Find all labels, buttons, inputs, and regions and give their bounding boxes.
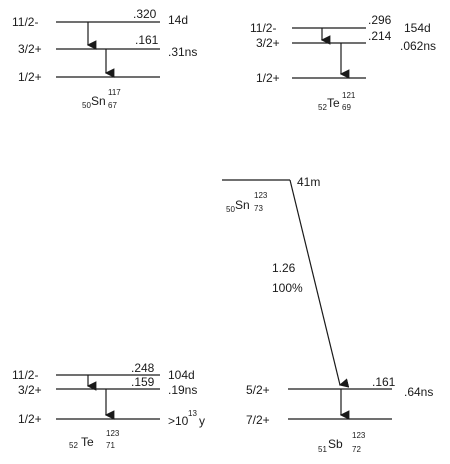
te123-spin-label: 1/2+ [18, 412, 42, 426]
svg-text:>10: >10 [168, 414, 189, 428]
svg-text:13: 13 [188, 409, 197, 418]
sn123-sb123-scheme: 41m 50 Sn 123 73 1.26 100% 5/2+ 7/2+ .16… [222, 175, 433, 454]
sn123-nuclide-label: 50 Sn 123 73 [226, 191, 268, 214]
svg-text:121: 121 [342, 91, 356, 100]
te123-ground-halflife-label: >10 13 y [168, 409, 205, 428]
te121-halflife-label: 154d [404, 21, 431, 35]
te123-halflife-label: .19ns [168, 383, 197, 397]
beta-branch-label: 100% [272, 281, 303, 295]
svg-text:50: 50 [226, 205, 235, 214]
sn117-spin-label: 3/2+ [18, 42, 42, 56]
te123-spin-label: 3/2+ [18, 383, 42, 397]
te121-energy-label: .214 [368, 29, 392, 43]
te121-nuclide-label: 52 Te 121 69 [318, 91, 356, 112]
sb123-energy-label: .161 [372, 375, 396, 389]
te121-spin-label: 11/2- [250, 21, 276, 35]
sn117-halflife-label: 14d [168, 13, 188, 27]
svg-text:50: 50 [82, 101, 91, 110]
svg-text:51: 51 [318, 445, 327, 454]
sn117-energy-label: .161 [135, 33, 159, 47]
svg-text:Te: Te [327, 96, 340, 110]
sn117-nuclide-label: 50 Sn 117 67 [82, 88, 121, 110]
te121-spin-label: 3/2+ [256, 36, 280, 50]
te121-energy-label: .296 [368, 13, 392, 27]
te123-halflife-label: 104d [168, 368, 195, 382]
sn117-halflife-label: .31ns [168, 45, 197, 59]
sn117-spin-label: 11/2- [12, 15, 38, 29]
beta-decay-arrow [289, 179, 350, 388]
te123-nuclide-label: 52 Te 123 71 [69, 429, 120, 450]
svg-text:Te: Te [81, 435, 94, 449]
te121-halflife-label: .062ns [400, 39, 436, 53]
te123-energy-label: .248 [131, 361, 155, 375]
svg-text:71: 71 [106, 441, 115, 450]
svg-text:123: 123 [106, 429, 120, 438]
svg-text:52: 52 [69, 441, 78, 450]
sb123-spin-label: 7/2+ [246, 413, 270, 427]
svg-text:67: 67 [108, 101, 117, 110]
svg-text:Sn: Sn [91, 94, 106, 108]
sn117-energy-label: .320 [133, 7, 157, 21]
sn117-scheme: 11/2- 3/2+ 1/2+ .320 14d .161 .31ns 50 S… [12, 7, 197, 110]
beta-energy-label: 1.26 [272, 261, 296, 275]
svg-text:69: 69 [342, 103, 351, 112]
svg-text:72: 72 [352, 445, 361, 454]
svg-text:123: 123 [352, 431, 366, 440]
svg-text:123: 123 [254, 191, 268, 200]
te121-scheme: 11/2- 3/2+ 1/2+ .296 154d .214 .062ns 52… [250, 13, 436, 112]
svg-text:y: y [199, 414, 205, 428]
te123-scheme: 11/2- 3/2+ 1/2+ .248 104d .159 .19ns >10… [12, 361, 205, 450]
sb123-nuclide-label: 51 Sb 123 72 [318, 431, 366, 454]
sn123-halflife-label: 41m [297, 175, 320, 189]
te123-energy-label: .159 [131, 375, 155, 389]
te121-spin-label: 1/2+ [256, 71, 280, 85]
svg-text:52: 52 [318, 103, 327, 112]
sb123-halflife-label: .64ns [404, 385, 433, 399]
svg-text:73: 73 [254, 204, 263, 213]
sn117-spin-label: 1/2+ [18, 70, 42, 84]
sb123-spin-label: 5/2+ [246, 383, 270, 397]
svg-text:Sb: Sb [328, 437, 343, 451]
svg-text:117: 117 [108, 88, 121, 97]
te123-spin-label: 11/2- [12, 368, 38, 382]
svg-text:Sn: Sn [235, 198, 250, 212]
